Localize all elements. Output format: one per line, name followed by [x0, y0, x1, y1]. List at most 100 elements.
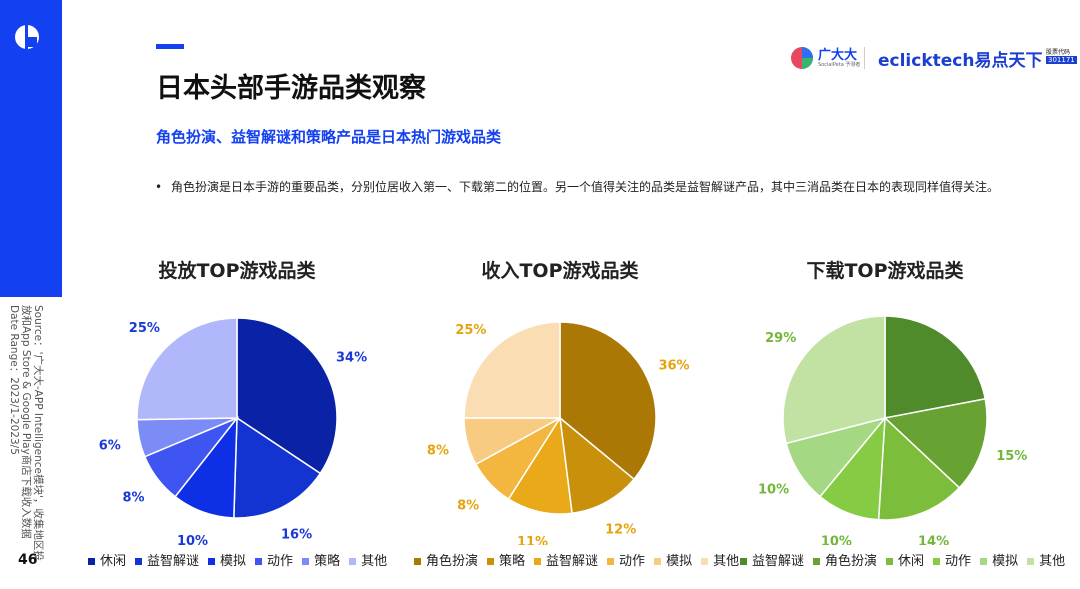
- legend-label: 益智解谜: [147, 554, 200, 569]
- legend-swatch: [1027, 558, 1035, 565]
- value-label: 8%: [457, 498, 479, 513]
- legend-swatch: [740, 558, 747, 565]
- legend-item: 模拟: [980, 550, 1018, 569]
- legend-label: 休闲: [100, 554, 127, 569]
- legend-item: 角色扮演: [414, 550, 478, 569]
- brand1-icon: [791, 47, 813, 69]
- legend-label: 益智解谜: [546, 554, 599, 569]
- brand1-sub: SocialPeta 予测者: [818, 62, 861, 68]
- legend-item: 益智解谜: [135, 550, 199, 569]
- value-label: 25%: [129, 321, 160, 336]
- bullet-text: • 角色扮演是日本手游的重要品类，分别位居收入第一、下载第二的位置。另一个值得关注…: [155, 180, 1000, 194]
- legend-label: 动作: [619, 554, 646, 569]
- divider: [864, 47, 865, 69]
- brand2: eclicktech易点天下: [878, 51, 1043, 71]
- legend-swatch: [933, 558, 941, 565]
- legend-swatch: [302, 558, 310, 565]
- value-label: 29%: [765, 331, 796, 346]
- legend-item: 益智解谜: [534, 550, 598, 569]
- legend-label: 休闲: [898, 554, 925, 569]
- value-label: 36%: [658, 358, 689, 373]
- pie-slice: [883, 398, 988, 489]
- legend-item: 其他: [349, 550, 387, 569]
- legend-swatch: [88, 558, 95, 565]
- legend-item: 动作: [933, 550, 971, 569]
- pie-slice: [136, 317, 238, 421]
- brand1: 广大大: [818, 48, 858, 63]
- legend-item: 益智解谜: [740, 550, 804, 569]
- logo-icon: [15, 25, 39, 49]
- legend-swatch: [349, 558, 357, 565]
- legend-label: 其他: [1039, 554, 1066, 569]
- value-label: 10%: [821, 535, 852, 545]
- legend: 休闲 益智解谜 模拟 动作 策略 其他: [88, 550, 387, 569]
- pie-slice: [507, 415, 573, 515]
- value-label: 12%: [605, 522, 636, 537]
- pie-slice: [877, 416, 961, 521]
- legend-item: 休闲: [88, 550, 126, 569]
- legend-label: 其他: [361, 554, 388, 569]
- source-line: 放和App Store & Google Play商店下载收入数据: [20, 305, 32, 539]
- legend-swatch: [534, 558, 542, 565]
- legend-swatch: [135, 558, 143, 565]
- legend-item: 角色扮演: [813, 550, 877, 569]
- legend-label: 模拟: [992, 554, 1019, 569]
- legend-swatch: [208, 558, 216, 565]
- pie-slice: [559, 416, 636, 515]
- bullet-content: 角色扮演是日本手游的重要品类，分别位居收入第一、下载第二的位置。另一个值得关注的…: [171, 180, 1000, 194]
- legend-swatch: [414, 558, 421, 565]
- chart-title: 投放TOP游戏品类: [158, 259, 315, 282]
- value-label: 10%: [758, 483, 789, 498]
- page-title: 日本头部手游品类观察: [156, 73, 426, 104]
- value-label: 8%: [427, 443, 449, 458]
- legend-label: 策略: [499, 554, 526, 569]
- value-label: 34%: [336, 351, 367, 366]
- value-label: 25%: [455, 323, 486, 338]
- value-label: 14%: [918, 535, 949, 545]
- legend-label: 模拟: [220, 554, 247, 569]
- chart-title: 下载TOP游戏品类: [806, 259, 963, 282]
- value-label: 11%: [517, 535, 548, 545]
- pie-slice: [782, 315, 886, 445]
- subtitle: 角色扮演、益智解谜和策略产品是日本热门游戏品类: [156, 128, 502, 146]
- legend-swatch: [607, 558, 615, 565]
- legend-item: 其他: [701, 550, 739, 569]
- legend-swatch: [701, 558, 709, 565]
- legend-label: 模拟: [666, 554, 693, 569]
- pie-slice: [233, 416, 322, 519]
- legend-swatch: [255, 558, 263, 565]
- value-label: 16%: [281, 528, 312, 543]
- pie-slice: [463, 321, 561, 419]
- legend-item: 模拟: [654, 550, 692, 569]
- legend-item: 休闲: [886, 550, 924, 569]
- legend-item: 模拟: [208, 550, 246, 569]
- stock-label: 股票代码: [1046, 49, 1071, 56]
- legend-swatch: [980, 558, 988, 565]
- legend-label: 动作: [945, 554, 972, 569]
- pie-chart: 收入TOP游戏品类 36% 12% 11% 8% 8% 25%: [427, 259, 690, 545]
- title-accent: [156, 44, 184, 49]
- legend: 益智解谜 角色扮演 休闲 动作 模拟 其他: [740, 550, 1065, 569]
- legend-label: 策略: [314, 554, 341, 569]
- legend-item: 策略: [302, 550, 340, 569]
- source-line: Date Range：2023/1-2023/5: [8, 305, 20, 455]
- legend-item: 其他: [1027, 550, 1065, 569]
- pie-chart: 投放TOP游戏品类 34% 16% 10% 8% 6% 25%: [99, 259, 367, 545]
- source: Source：'广大大-APP Intelligence模块'，收集地区投 放和…: [8, 305, 44, 561]
- pie-slice: [559, 321, 657, 481]
- source-line: Source：'广大大-APP Intelligence模块'，收集地区投: [32, 305, 44, 561]
- legend-swatch: [654, 558, 662, 565]
- stock-code: 301171: [1046, 56, 1077, 64]
- pie-slice: [884, 315, 987, 419]
- legend-label: 角色扮演: [825, 554, 878, 569]
- legend-label: 其他: [713, 554, 740, 569]
- value-label: 15%: [996, 449, 1027, 464]
- legend-item: 动作: [607, 550, 645, 569]
- legend: 角色扮演 策略 益智解谜 动作 模拟 其他: [414, 550, 739, 569]
- value-label: 6%: [99, 439, 121, 454]
- value-label: 10%: [177, 534, 208, 545]
- pie-chart: 下载TOP游戏品类 15% 14% 10% 10% 29%: [758, 259, 1027, 545]
- page-number: 46: [18, 552, 38, 568]
- legend-label: 益智解谜: [752, 554, 805, 569]
